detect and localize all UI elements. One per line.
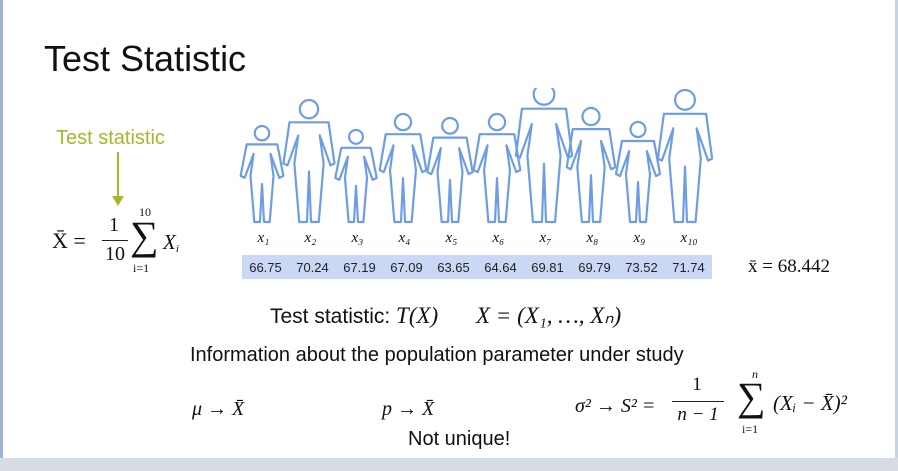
sample-value: 67.19 [343, 259, 376, 275]
test-statistic-definition: Test statistic: T(X) [270, 303, 438, 329]
frame-left-border [0, 0, 3, 471]
sample-label: x₂ [304, 230, 317, 246]
down-arrow-icon [112, 152, 124, 206]
formula-lhs: X̄ = [52, 228, 86, 253]
variance-sum-lower: i=1 [742, 422, 759, 436]
person-figure-icon [656, 88, 714, 224]
sample-value: 69.81 [531, 259, 564, 275]
sample-value: 64.64 [484, 259, 517, 275]
formula-term-symbol: X [163, 230, 176, 254]
sample-value: 71.74 [672, 259, 705, 275]
sample-label: x₉ [633, 230, 646, 246]
formula-sum-lower: i=1 [133, 261, 150, 275]
sample-label: x₃ [351, 230, 364, 246]
variance-term: (Xᵢ − X̄)² [773, 391, 847, 415]
sample-value: 63.65 [437, 259, 470, 275]
sample-label: x₇ [539, 230, 552, 246]
formula-denominator: 10 [105, 243, 125, 265]
person-figure-icon [614, 120, 662, 224]
person-figure-icon [426, 116, 474, 224]
sample-vector: X = (X₁, …, Xₙ) [476, 303, 622, 328]
sample-label: x₆ [492, 230, 505, 246]
variance-denominator: n − 1 [677, 404, 719, 425]
sample-value: 69.79 [578, 259, 611, 275]
person-figure-icon [239, 124, 285, 224]
sample-label: x₄ [398, 230, 411, 246]
formula-term-sub: i [175, 243, 179, 255]
frame-right-border [895, 0, 898, 471]
variance-sum-upper: n [752, 367, 758, 381]
information-statement: Information about the population paramet… [190, 344, 684, 366]
variance-fraction-bar [672, 401, 724, 402]
person-figure-icon [378, 112, 428, 224]
variance-numerator: 1 [692, 374, 702, 395]
variance-estimator-lhs: σ² → S² = [575, 395, 656, 417]
sample-value: 67.09 [390, 259, 423, 275]
formula-fraction-bar [102, 240, 128, 241]
people-illustration [239, 88, 714, 224]
person-figure-icon [472, 112, 522, 224]
person-figure-icon [565, 106, 617, 224]
formula-sum-upper: 10 [139, 205, 151, 219]
sigma-icon: ∑ [130, 213, 159, 258]
sample-label: x₈ [586, 230, 599, 246]
sample-value: 73.52 [625, 259, 658, 275]
formula-term: Xi [163, 230, 179, 255]
sample-label: x₅ [445, 230, 458, 246]
test-statistic-annotation: Test statistic [56, 127, 165, 149]
person-figure-icon [514, 88, 574, 224]
sample-label: x₁ [257, 230, 270, 246]
frame-bottom-bar [0, 458, 898, 471]
not-unique-note: Not unique! [408, 428, 511, 450]
slide-title: Test Statistic [44, 38, 247, 79]
sample-value: 66.75 [249, 259, 282, 275]
sigma-sum-icon: ∑ [737, 374, 766, 419]
p-estimator: p → X̄ [382, 398, 435, 420]
test-statistic-prefix: Test statistic: [270, 305, 397, 328]
sample-label: x₁₀ [680, 230, 698, 246]
sample-value: 70.24 [296, 259, 329, 275]
sample-mean-value: x̄ = 68.442 [748, 256, 830, 277]
test-statistic-expression: T(X) [396, 303, 439, 328]
person-figure-icon [282, 98, 336, 224]
formula-numerator: 1 [109, 214, 119, 236]
sample-values-band: 66.75 70.24 67.19 67.09 63.65 64.64 69.81 69.79… [242, 255, 712, 279]
mu-estimator: μ → X̄ [192, 398, 245, 420]
person-figure-icon [334, 128, 378, 224]
